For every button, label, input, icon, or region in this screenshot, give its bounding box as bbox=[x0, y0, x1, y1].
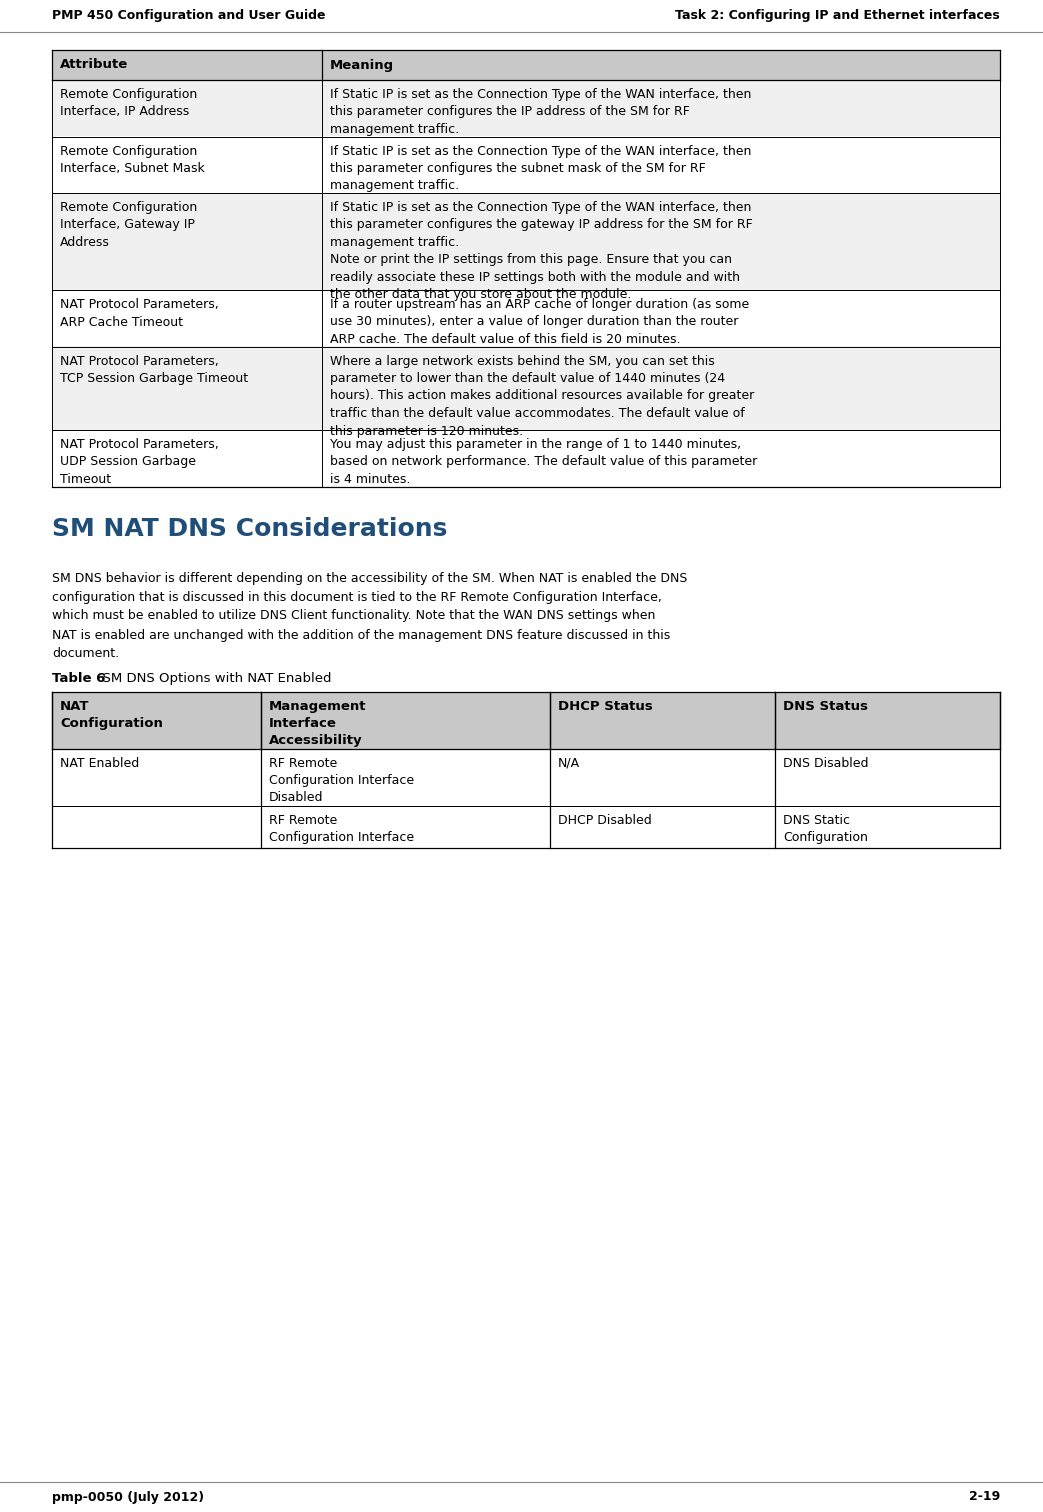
Text: Meaning: Meaning bbox=[331, 59, 394, 71]
Bar bbox=[52, 194, 1000, 290]
Bar bbox=[52, 346, 1000, 429]
Text: You may adjust this parameter in the range of 1 to 1440 minutes,
based on networ: You may adjust this parameter in the ran… bbox=[331, 438, 757, 485]
Text: pmp-0050 (July 2012): pmp-0050 (July 2012) bbox=[52, 1491, 204, 1503]
Text: SM DNS behavior is different depending on the accessibility of the SM. When NAT : SM DNS behavior is different depending o… bbox=[52, 572, 687, 585]
Text: If Static IP is set as the Connection Type of the WAN interface, then
this param: If Static IP is set as the Connection Ty… bbox=[331, 88, 752, 136]
Text: SM NAT DNS Considerations: SM NAT DNS Considerations bbox=[52, 517, 447, 540]
Text: N/A: N/A bbox=[558, 758, 580, 770]
Text: NAT Enabled: NAT Enabled bbox=[60, 758, 140, 770]
Text: Remote Configuration
Interface, Gateway IP
Address: Remote Configuration Interface, Gateway … bbox=[60, 201, 197, 249]
Bar bbox=[0, 0, 1043, 32]
Text: NAT
Configuration: NAT Configuration bbox=[60, 700, 163, 730]
Bar bbox=[52, 136, 1000, 194]
Text: If Static IP is set as the Connection Type of the WAN interface, then
this param: If Static IP is set as the Connection Ty… bbox=[331, 201, 753, 301]
Bar bbox=[52, 80, 1000, 136]
Text: NAT is enabled are unchanged with the addition of the management DNS feature dis: NAT is enabled are unchanged with the ad… bbox=[52, 629, 671, 641]
Text: DHCP Disabled: DHCP Disabled bbox=[558, 813, 652, 827]
Text: Where a large network exists behind the SM, you can set this
parameter to lower : Where a large network exists behind the … bbox=[331, 354, 754, 437]
Text: Management
Interface
Accessibility: Management Interface Accessibility bbox=[268, 700, 366, 747]
Bar bbox=[52, 429, 1000, 487]
Text: SM DNS Options with NAT Enabled: SM DNS Options with NAT Enabled bbox=[94, 673, 332, 685]
Text: PMP 450 Configuration and User Guide: PMP 450 Configuration and User Guide bbox=[52, 9, 325, 23]
Text: Task 2: Configuring IP and Ethernet interfaces: Task 2: Configuring IP and Ethernet inte… bbox=[675, 9, 1000, 23]
Bar bbox=[52, 692, 1000, 748]
Text: RF Remote
Configuration Interface: RF Remote Configuration Interface bbox=[268, 813, 414, 844]
Text: Remote Configuration
Interface, Subnet Mask: Remote Configuration Interface, Subnet M… bbox=[60, 145, 204, 175]
Text: DNS Static
Configuration: DNS Static Configuration bbox=[783, 813, 868, 844]
Text: NAT Protocol Parameters,
UDP Session Garbage
Timeout: NAT Protocol Parameters, UDP Session Gar… bbox=[60, 438, 219, 485]
Bar bbox=[52, 806, 1000, 848]
Text: 2-19: 2-19 bbox=[969, 1491, 1000, 1503]
Text: DHCP Status: DHCP Status bbox=[558, 700, 653, 714]
Text: Attribute: Attribute bbox=[60, 59, 128, 71]
Text: If Static IP is set as the Connection Type of the WAN interface, then
this param: If Static IP is set as the Connection Ty… bbox=[331, 145, 752, 192]
Text: which must be enabled to utilize DNS Client functionality. Note that the WAN DNS: which must be enabled to utilize DNS Cli… bbox=[52, 609, 655, 623]
Text: NAT Protocol Parameters,
ARP Cache Timeout: NAT Protocol Parameters, ARP Cache Timeo… bbox=[60, 298, 219, 328]
Text: Table 6: Table 6 bbox=[52, 673, 105, 685]
Bar bbox=[52, 290, 1000, 346]
Text: document.: document. bbox=[52, 647, 119, 661]
Text: DNS Disabled: DNS Disabled bbox=[783, 758, 869, 770]
Text: DNS Status: DNS Status bbox=[783, 700, 869, 714]
Text: configuration that is discussed in this document is tied to the RF Remote Config: configuration that is discussed in this … bbox=[52, 591, 662, 603]
Text: Remote Configuration
Interface, IP Address: Remote Configuration Interface, IP Addre… bbox=[60, 88, 197, 118]
Bar bbox=[52, 50, 1000, 80]
Text: If a router upstream has an ARP cache of longer duration (as some
use 30 minutes: If a router upstream has an ARP cache of… bbox=[331, 298, 750, 346]
Bar bbox=[52, 748, 1000, 806]
Text: RF Remote
Configuration Interface
Disabled: RF Remote Configuration Interface Disabl… bbox=[268, 758, 414, 804]
Text: NAT Protocol Parameters,
TCP Session Garbage Timeout: NAT Protocol Parameters, TCP Session Gar… bbox=[60, 354, 248, 386]
